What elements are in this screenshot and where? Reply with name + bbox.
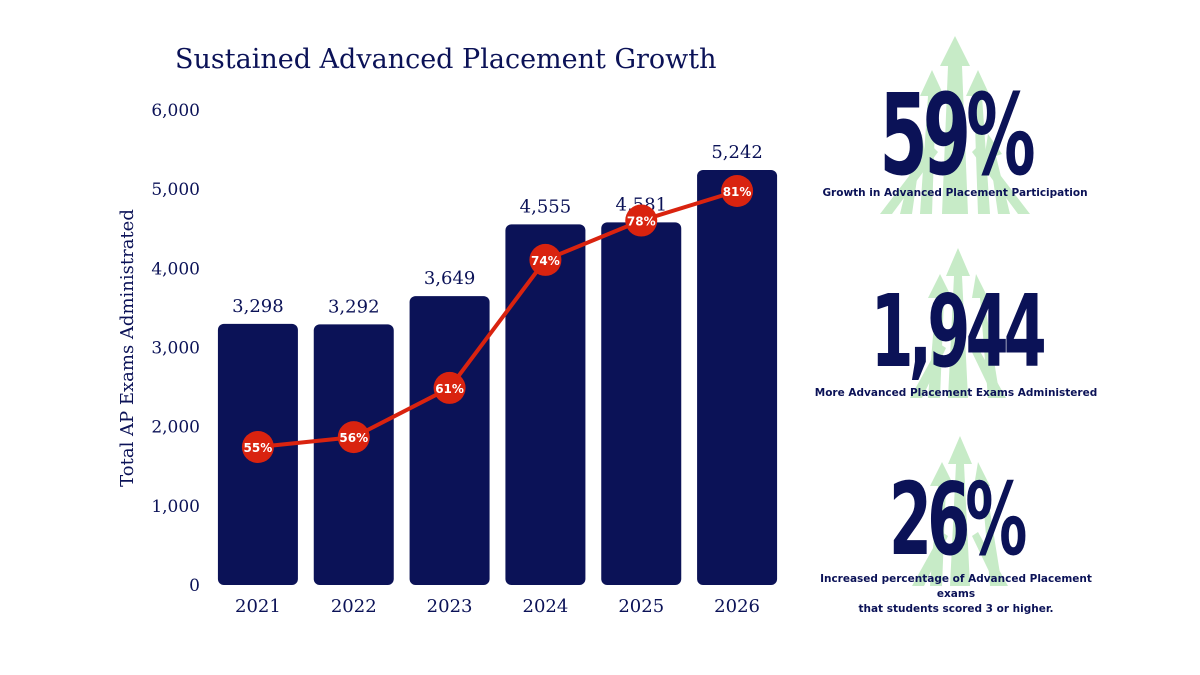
growth-arrows-icon: [880, 36, 1030, 214]
x-tick-label: 2024: [523, 596, 569, 617]
y-axis-label: Total AP Exams Administrated: [117, 209, 138, 487]
y-tick-label: 5,000: [151, 180, 200, 200]
stat-value: 59%: [879, 71, 1035, 201]
bar-value-label: 4,555: [520, 196, 572, 217]
line-point-label: 56%: [339, 431, 368, 445]
x-tick-label: 2022: [331, 596, 377, 617]
line-point-label: 74%: [531, 254, 560, 268]
y-tick-label: 3,000: [151, 339, 200, 359]
stat-value: 26%: [889, 461, 1027, 578]
stat-scored-3-or-higher: 26% Increased percentage of Advanced Pla…: [806, 470, 1106, 618]
line-point: [721, 175, 754, 207]
bar-value-label: 5,242: [711, 142, 763, 163]
line-point-label: 78%: [627, 215, 656, 229]
bar: [505, 224, 586, 586]
stat-caption: Increased percentage of Advanced Placeme…: [806, 572, 1106, 618]
line-point-label: 61%: [435, 382, 464, 396]
stat-caption: Growth in Advanced Placement Participati…: [822, 187, 1088, 199]
growth-arrows-icon: [910, 248, 1006, 398]
line-point-label: 55%: [244, 441, 273, 455]
x-tick-label: 2025: [618, 596, 664, 617]
line-point-label: 81%: [723, 185, 752, 199]
bar: [697, 170, 778, 585]
y-tick-label: 1,000: [151, 497, 200, 517]
bar: [409, 296, 490, 585]
bar-value-label: 3,292: [328, 296, 380, 317]
y-tick-label: 4,000: [151, 259, 200, 279]
y-tick-label: 2,000: [151, 418, 200, 438]
line-point: [625, 204, 658, 237]
stat-caption-line: Increased percentage of Advanced Placeme…: [820, 573, 1092, 601]
x-tick-label: 2021: [235, 596, 281, 617]
line-series: [257, 189, 738, 449]
x-tick-label: 2026: [714, 596, 760, 617]
line-point: [241, 431, 274, 463]
stat-caption: More Advanced Placement Exams Administer…: [814, 387, 1098, 399]
bar: [313, 324, 394, 585]
stat-more-exams: 1,944 More Advanced Placement Exams Admi…: [806, 282, 1106, 401]
stat-caption-line: that students scored 3 or higher.: [858, 603, 1054, 616]
stat-value: 1,944: [870, 273, 1046, 390]
line-point: [529, 243, 562, 276]
y-tick-label: 6,000: [151, 101, 200, 121]
line-point: [433, 371, 466, 404]
line-point: [337, 421, 370, 454]
bar-value-label: 3,298: [232, 296, 284, 317]
chart-title: Sustained Advanced Placement Growth: [175, 44, 717, 75]
stat-growth-participation: 59% Growth in Advanced Placement Partici…: [805, 80, 1105, 201]
y-tick-label: 0: [189, 576, 200, 596]
x-tick-label: 2023: [427, 596, 473, 617]
bar-value-label: 3,649: [424, 268, 476, 289]
growth-arrows-icon: [912, 436, 1008, 586]
bar: [601, 222, 682, 585]
